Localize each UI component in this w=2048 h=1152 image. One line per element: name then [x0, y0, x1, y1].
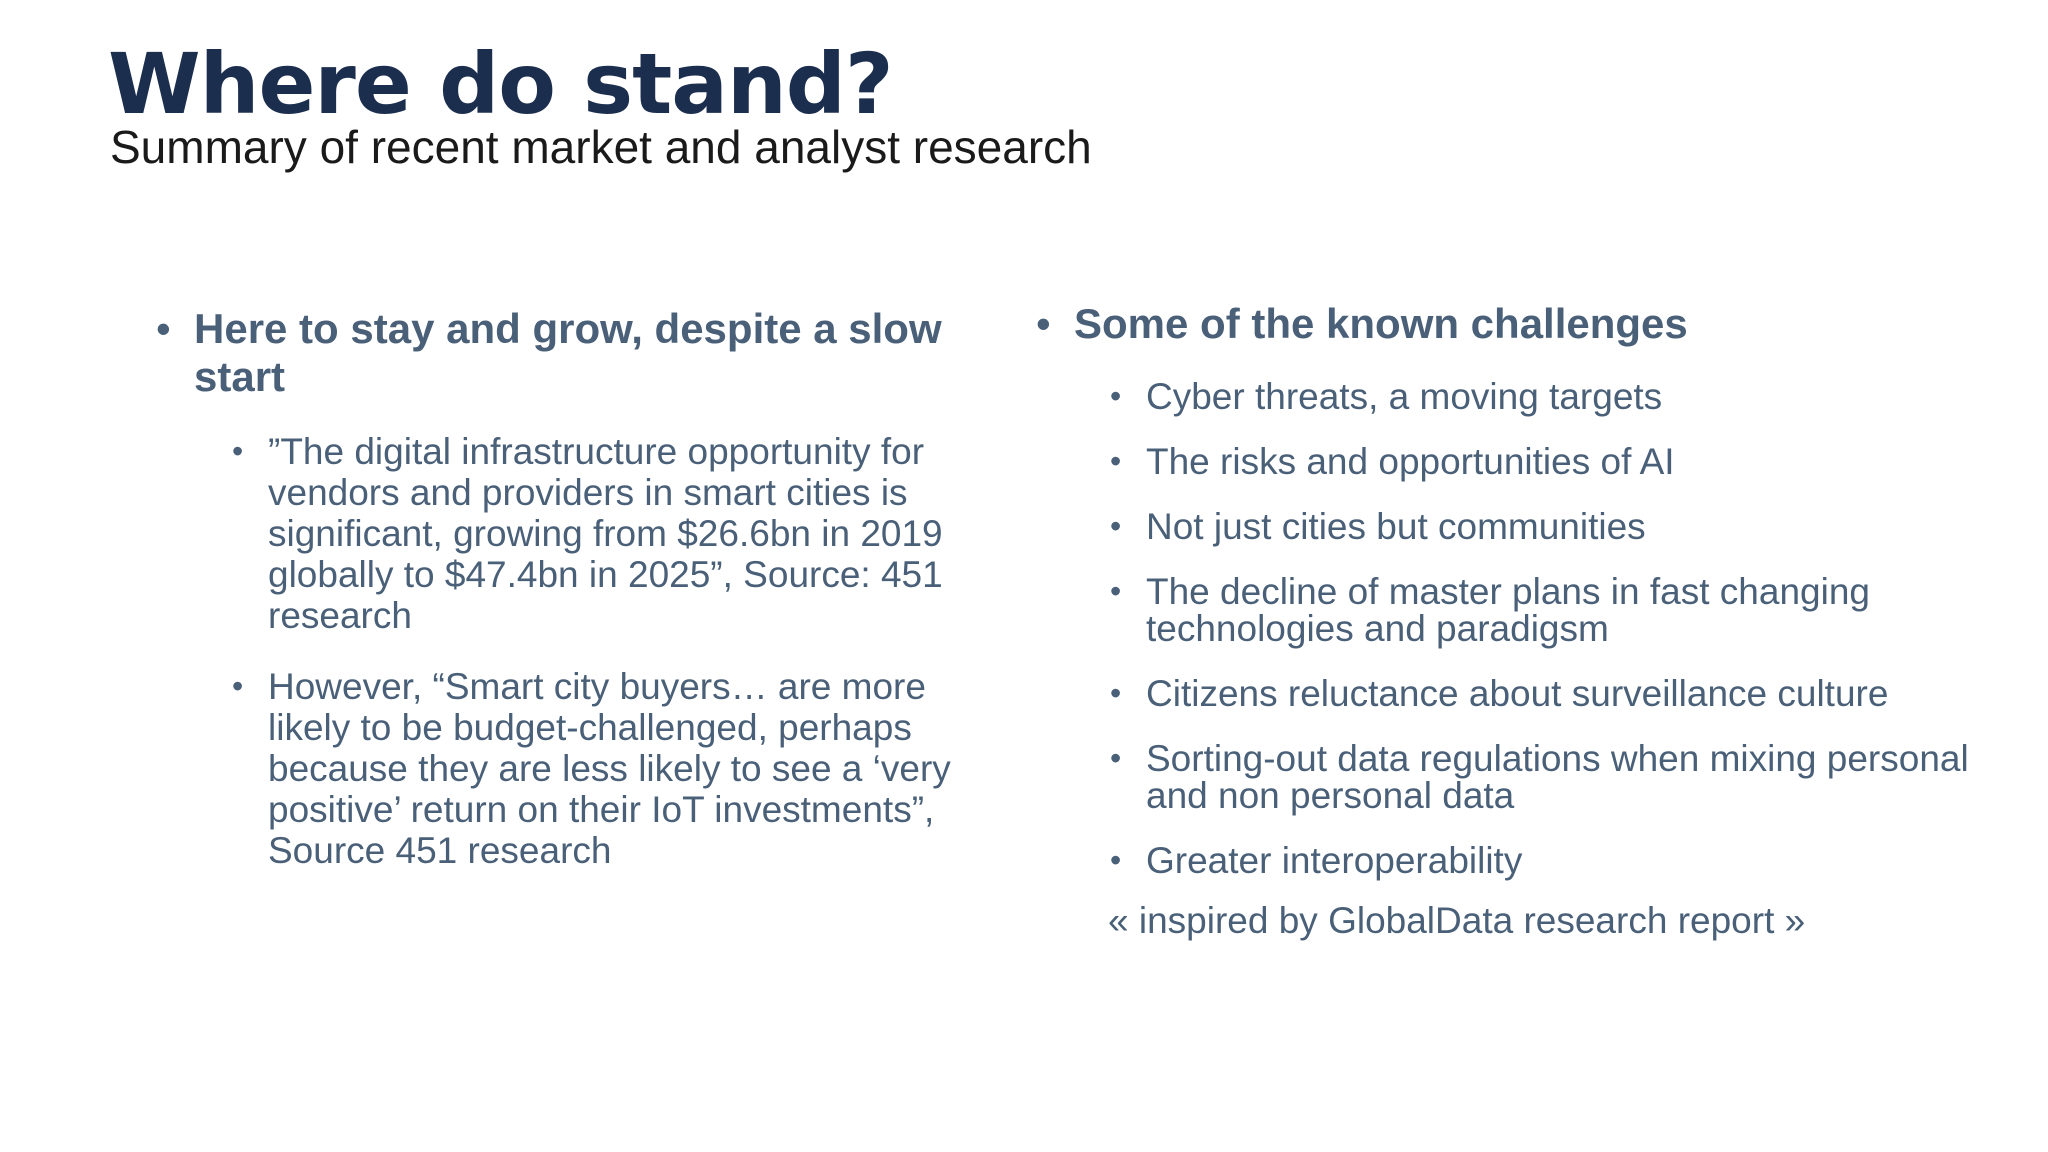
list-item-text: Not just cities but communities: [1146, 506, 1646, 547]
bullet-icon: •: [1110, 740, 1122, 776]
right-heading: Some of the known challenges: [1074, 300, 1688, 347]
bullet-icon: •: [156, 305, 171, 352]
bullet-icon: •: [1110, 842, 1122, 878]
list-item: • The decline of master plans in fast ch…: [1108, 573, 1990, 647]
list-item: • Sorting-out data regulations when mixi…: [1108, 740, 1990, 814]
list-item: • Citizens reluctance about surveillance…: [1108, 675, 1990, 712]
list-item: • However, “Smart city buyers… are more …: [230, 666, 1010, 871]
list-item: • ”The digital infrastructure opportunit…: [230, 431, 1010, 636]
right-heading-item: • Some of the known challenges: [1030, 300, 1990, 348]
right-sub-list: • Cyber threats, a moving targets • The …: [1030, 378, 1990, 879]
bullet-icon: •: [1110, 675, 1122, 711]
list-item-text: However, “Smart city buyers… are more li…: [268, 666, 951, 871]
list-item-text: The risks and opportunities of AI: [1146, 441, 1675, 482]
list-item-text: Citizens reluctance about surveillance c…: [1146, 673, 1889, 714]
left-column: • Here to stay and grow, despite a slow …: [150, 305, 1010, 901]
list-item: • The risks and opportunities of AI: [1108, 443, 1990, 480]
bullet-icon: •: [1110, 443, 1122, 479]
left-sub-list: • ”The digital infrastructure opportunit…: [150, 431, 1010, 871]
bullet-icon: •: [232, 668, 244, 704]
list-item-text: Greater interoperability: [1146, 840, 1523, 881]
list-item: • Greater interoperability: [1108, 842, 1990, 879]
bullet-icon: •: [1110, 573, 1122, 609]
list-item-text: Cyber threats, a moving targets: [1146, 376, 1663, 417]
bullet-icon: •: [1110, 508, 1122, 544]
slide-title: Where do stand?: [108, 35, 894, 133]
list-item: • Not just cities but communities: [1108, 508, 1990, 545]
slide-subtitle: Summary of recent market and analyst res…: [110, 121, 1092, 173]
right-column: • Some of the known challenges • Cyber t…: [1030, 300, 1990, 941]
list-item: • Cyber threats, a moving targets: [1108, 378, 1990, 415]
list-item-text: Sorting-out data regulations when mixing…: [1146, 738, 1969, 816]
bullet-icon: •: [1110, 378, 1122, 414]
list-item-text: The decline of master plans in fast chan…: [1146, 571, 1870, 649]
source-note: « inspired by GlobalData research report…: [1108, 900, 1806, 941]
bullet-icon: •: [1036, 300, 1051, 347]
left-heading: Here to stay and grow, despite a slow st…: [194, 305, 942, 400]
list-item-text: ”The digital infrastructure opportunity …: [268, 431, 943, 636]
bullet-icon: •: [232, 433, 244, 469]
left-heading-item: • Here to stay and grow, despite a slow …: [150, 305, 1010, 401]
